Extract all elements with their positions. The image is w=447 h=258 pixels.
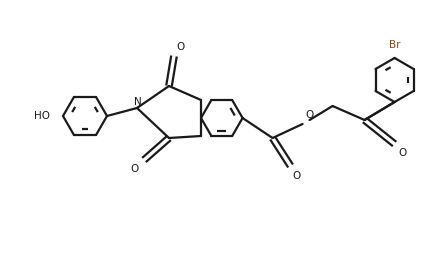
Text: O: O bbox=[399, 148, 407, 158]
Text: O: O bbox=[131, 164, 139, 174]
Text: O: O bbox=[306, 110, 314, 120]
Text: N: N bbox=[134, 97, 142, 107]
Text: HO: HO bbox=[34, 111, 50, 121]
Text: Br: Br bbox=[389, 40, 401, 50]
Text: O: O bbox=[293, 171, 301, 181]
Text: O: O bbox=[176, 42, 184, 52]
